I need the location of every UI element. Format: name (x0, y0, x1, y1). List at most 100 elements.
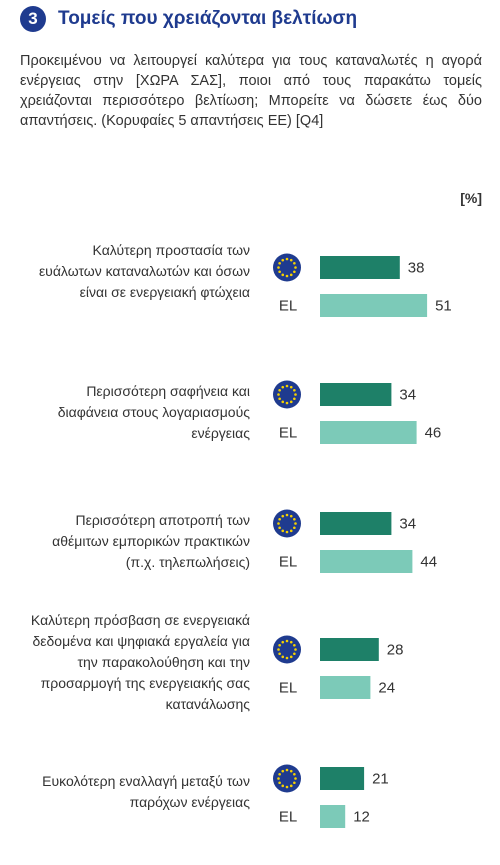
eu-flag-star (289, 258, 293, 262)
bar-el (320, 421, 417, 444)
eu-flag-star (277, 393, 280, 396)
eu-flag-star (281, 769, 285, 773)
eu-flag-star (281, 640, 285, 644)
bar-value-label: 24 (378, 680, 395, 697)
eu-flag-star (293, 388, 296, 392)
category-label: Καλύτερη πρόσβαση σε ενεργειακά δεδομένα… (30, 612, 250, 712)
eu-flag-star (293, 261, 296, 265)
eu-flag-star (281, 655, 285, 659)
eu-flag-star (278, 270, 281, 274)
bar-value-label: 34 (399, 516, 416, 533)
eu-flag-star (281, 784, 285, 788)
eu-flag-star (285, 768, 289, 772)
eu-flag-circle (273, 764, 301, 793)
eu-flag-star (277, 648, 280, 651)
eu-flag-star (285, 274, 289, 278)
series-label-el: EL (279, 298, 297, 315)
eu-flag-star (281, 529, 285, 533)
question-description: Προκειμένου να λειτουργεί καλύτερα για τ… (20, 53, 482, 129)
eu-flag-star (289, 769, 293, 773)
eu-flag-star (278, 388, 281, 392)
eu-flag-star (289, 400, 293, 404)
bar-el (320, 805, 346, 828)
eu-flag-star (285, 656, 289, 660)
eu-flag-circle (273, 509, 301, 538)
bar-value-label: 51 (435, 298, 452, 315)
bar-eu (320, 638, 379, 661)
eu-flag-icon (273, 635, 301, 664)
eu-flag-star (278, 397, 281, 401)
eu-flag-star (289, 385, 293, 389)
eu-flag-star (277, 522, 280, 525)
bar-el (320, 676, 371, 699)
eu-flag-star (278, 526, 281, 530)
eu-flag-star (294, 648, 297, 651)
eu-flag-star (278, 652, 281, 656)
bar-el (320, 550, 413, 573)
bar-el (320, 294, 428, 317)
bar-eu (320, 512, 392, 535)
eu-flag-star (285, 257, 289, 261)
section-number-badge: 3 (20, 6, 46, 32)
eu-flag-star (293, 772, 296, 776)
eu-flag-icon (273, 253, 301, 282)
bar-value-label: 38 (408, 260, 425, 277)
category-label: Περισσότερη αποτροπή των αθέμιτων εμπορι… (52, 512, 250, 570)
bar-value-label: 28 (387, 642, 404, 659)
series-label-el: EL (279, 425, 297, 442)
bar-eu (320, 767, 365, 790)
eu-flag-icon (273, 509, 301, 538)
eu-flag-star (294, 393, 297, 396)
eu-flag-star (285, 401, 289, 405)
eu-flag-star (289, 784, 293, 788)
eu-flag-star (285, 530, 289, 534)
eu-flag-star (293, 270, 296, 274)
eu-flag-icon (273, 764, 301, 793)
eu-flag-icon (273, 380, 301, 409)
eu-flag-star (285, 513, 289, 517)
eu-flag-star (278, 772, 281, 776)
header: 3 Τομείς που χρειάζονται βελτίωση (20, 6, 357, 32)
eu-flag-star (289, 273, 293, 277)
eu-flag-star (278, 781, 281, 785)
eu-flag-star (277, 777, 280, 780)
eu-flag-star (293, 526, 296, 530)
eu-flag-star (281, 273, 285, 277)
eu-flag-star (278, 261, 281, 265)
eu-flag-star (294, 777, 297, 780)
eu-flag-star (289, 514, 293, 518)
eu-flag-star (278, 517, 281, 521)
eu-flag-star (294, 522, 297, 525)
unit-label: [%] (460, 190, 482, 206)
eu-flag-circle (273, 380, 301, 409)
bar-value-label: 12 (353, 809, 370, 826)
eu-flag-star (293, 781, 296, 785)
series-label-el: EL (279, 680, 297, 697)
eu-flag-star (289, 529, 293, 533)
eu-flag-star (281, 385, 285, 389)
eu-flag-star (285, 785, 289, 789)
bar-value-label: 44 (420, 554, 437, 571)
series-label-el: EL (279, 809, 297, 826)
eu-flag-star (293, 397, 296, 401)
series-label-el: EL (279, 554, 297, 571)
bar-value-label: 46 (425, 425, 442, 442)
bar-eu (320, 256, 400, 279)
eu-flag-star (281, 514, 285, 518)
eu-flag-star (289, 640, 293, 644)
eu-flag-star (281, 400, 285, 404)
category-label: Περισσότερη σαφήνεια και διαφάνεια στους… (57, 383, 250, 441)
category-label: Ευκολότερη εναλλαγή μεταξύ των παρόχων ε… (42, 773, 250, 810)
eu-flag-star (281, 258, 285, 262)
eu-flag-star (278, 643, 281, 647)
eu-flag-star (293, 643, 296, 647)
bar-value-label: 21 (372, 771, 389, 788)
eu-flag-circle (273, 635, 301, 664)
page-title: Τομείς που χρειάζονται βελτίωση (58, 8, 358, 29)
eu-flag-star (285, 639, 289, 643)
eu-flag-star (277, 266, 280, 269)
bar-value-label: 34 (399, 387, 416, 404)
bar-eu (320, 383, 392, 406)
eu-flag-star (285, 384, 289, 388)
